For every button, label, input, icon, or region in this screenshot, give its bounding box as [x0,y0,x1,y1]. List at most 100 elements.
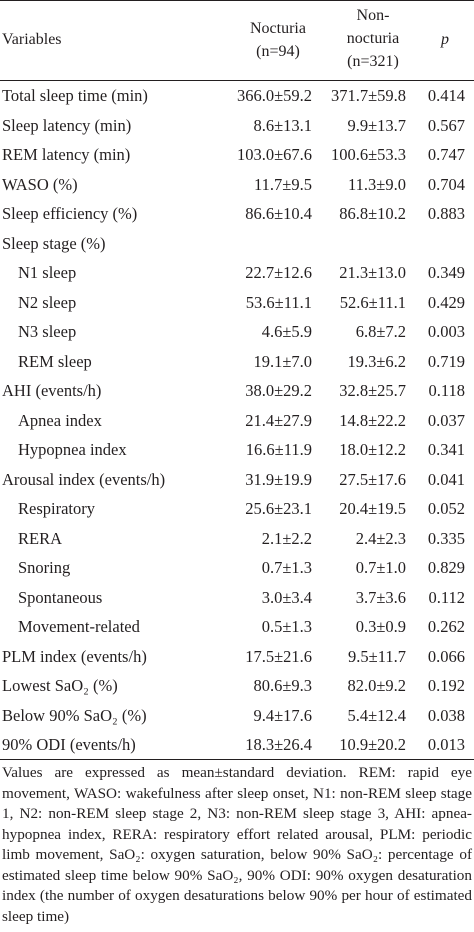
nocturia-value: 18.3±26.4 [245,735,312,754]
table-row: Hypopnea index 16.6±11.9 18.0±12.2 0.341 [0,435,474,464]
p-value: 0.704 [427,174,465,194]
non-nocturia-value: 0.3±0.9 [355,617,406,636]
nocturia-value: 31.9±19.9 [245,469,312,489]
table-row: Snoring 0.7±1.3 0.7±1.0 0.829 [0,553,474,582]
nocturia-value: 103.0±67.6 [236,145,312,164]
table-row: Sleep latency (min) 8.6±13.1 9.9±13.7 0.567 [0,111,474,140]
nocturia-value: 86.6±10.4 [245,204,312,223]
row-label: Total sleep time (min) [2,86,148,105]
table-row: Respiratory 25.6±23.1 20.4±19.5 0.052 [0,494,474,523]
header-nocturia-name: Nocturia [250,20,306,37]
table-row: Arousal index (events/h) 31.9±19.9 27.5±17… [0,465,474,494]
non-nocturia-value: 18.0±12.2 [339,440,406,459]
non-nocturia-value: 6.8±7.2 [355,322,406,341]
p-value: 0.118 [428,381,465,400]
table-row: Sleep stage (%) [0,229,474,258]
non-nocturia-value: 9.5±11.7 [348,646,406,666]
row-label: PLM index (events/h) [2,646,147,666]
non-nocturia-value: 27.5±17.6 [339,469,406,489]
table-row: Total sleep time (min) 366.0±59.2 371.7±59… [0,81,474,110]
row-label: Sleep stage (%) [2,233,106,253]
p-value: 0.567 [427,115,465,135]
p-value: 0.429 [427,292,465,312]
p-value: 0.066 [427,646,465,666]
nocturia-value: 2.1±2.2 [261,528,312,548]
nocturia-value: 4.6±5.9 [261,322,312,341]
table-row: N1 sleep 22.7±12.6 21.3±13.0 0.349 [0,258,474,287]
p-value: 0.192 [427,676,465,695]
table-row: Apnea index 21.4±27.9 14.8±22.2 0.037 [0,406,474,435]
nocturia-value: 0.7±1.3 [261,558,312,577]
table-row: 90% ODI (events/h) 18.3±26.4 10.9±20.2 0.01… [0,730,474,759]
nocturia-value: 9.4±17.6 [253,705,312,725]
non-nocturia-value: 20.4±19.5 [339,499,406,518]
non-nocturia-value: 10.9±20.2 [339,735,406,754]
table-footnote: Values are expressed as mean±standard de… [2,764,472,925]
row-label: Snoring [18,558,71,577]
nocturia-value: 11.7±9.5 [254,174,312,194]
p-value: 0.829 [427,558,465,577]
table-row: PLM index (events/h) 17.5±21.6 9.5±11.7 0.0… [0,642,474,671]
nocturia-value: 8.6±13.1 [253,115,312,135]
table-row: N3 sleep 4.6±5.9 6.8±7.2 0.003 [0,317,474,346]
row-label: REM latency (min) [2,145,131,164]
table-row: Below 90% SaO₂ (%) 9.4±17.6 5.4±12.4 0.038 [0,701,474,730]
nocturia-value: 21.4±27.9 [245,410,312,430]
p-value: 0.003 [427,322,465,341]
non-nocturia-value: 100.6±53.3 [330,145,406,164]
non-nocturia-value: 9.9±13.7 [347,115,406,135]
non-nocturia-value: 11.3±9.0 [348,174,406,194]
row-label: Sleep latency (min) [2,115,132,135]
header-nocturia-n: (n=94) [256,43,300,60]
table-row: REM sleep 19.1±7.0 19.3±6.2 0.719 [0,347,474,376]
non-nocturia-value: 21.3±13.0 [339,263,406,282]
non-nocturia-value: 32.8±25.7 [339,381,406,400]
non-nocturia-value: 3.7±3.6 [355,587,406,607]
nocturia-value: 38.0±29.2 [245,381,312,400]
nocturia-value: 16.6±11.9 [245,440,312,459]
top-rule [0,0,474,1]
p-value: 0.414 [427,86,465,105]
header-non-nocturia: Non- nocturia (n=321) [332,4,414,73]
p-value: 0.041 [427,469,465,489]
non-nocturia-value: 5.4±12.4 [347,705,406,725]
row-label: Movement-related [18,617,140,636]
table-row: REM latency (min) 103.0±67.6 100.6±53.3 0.7… [0,140,474,169]
row-label: Below 90% SaO₂ (%) [2,705,147,725]
row-label: Lowest SaO₂ (%) [2,676,118,695]
row-label: Respiratory [18,499,95,518]
nocturia-value: 366.0±59.2 [236,86,312,105]
header-rule [0,80,474,81]
non-nocturia-value: 0.7±1.0 [355,558,406,577]
row-label: N3 sleep [18,322,77,341]
non-nocturia-value: 19.3±6.2 [347,351,406,371]
table-row: Sleep efficiency (%) 86.6±10.4 86.8±10.2 0.… [0,199,474,228]
row-label: Spontaneous [18,587,103,607]
table-row: AHI (events/h) 38.0±29.2 32.8±25.7 0.118 [0,376,474,405]
table-row: RERA 2.1±2.2 2.4±2.3 0.335 [0,524,474,553]
bottom-rule [0,759,474,760]
table-row: Spontaneous 3.0±3.4 3.7±3.6 0.112 [0,583,474,612]
p-value: 0.037 [427,410,465,430]
table-row: N2 sleep 53.6±11.1 52.6±11.1 0.429 [0,288,474,317]
p-value: 0.013 [427,735,465,754]
nocturia-value: 53.6±11.1 [245,292,312,312]
nocturia-value: 19.1±7.0 [253,351,312,371]
p-value: 0.038 [427,705,465,725]
non-nocturia-value: 14.8±22.2 [339,410,406,430]
row-label: 90% ODI (events/h) [2,735,136,754]
p-value: 0.052 [427,499,465,518]
row-label: Hypopnea index [18,440,127,459]
nocturia-value: 25.6±23.1 [245,499,312,518]
header-nocturia: Nocturia (n=94) [222,17,334,63]
non-nocturia-value: 86.8±10.2 [339,204,406,223]
row-label: N2 sleep [18,292,77,312]
header-p: p [441,31,449,48]
p-value: 0.883 [427,204,465,223]
nocturia-value: 80.6±9.3 [253,676,312,695]
header-variables: Variables [2,31,62,48]
row-label: Arousal index (events/h) [2,469,166,489]
nocturia-value: 17.5±21.6 [245,646,312,666]
p-value: 0.112 [428,587,465,607]
